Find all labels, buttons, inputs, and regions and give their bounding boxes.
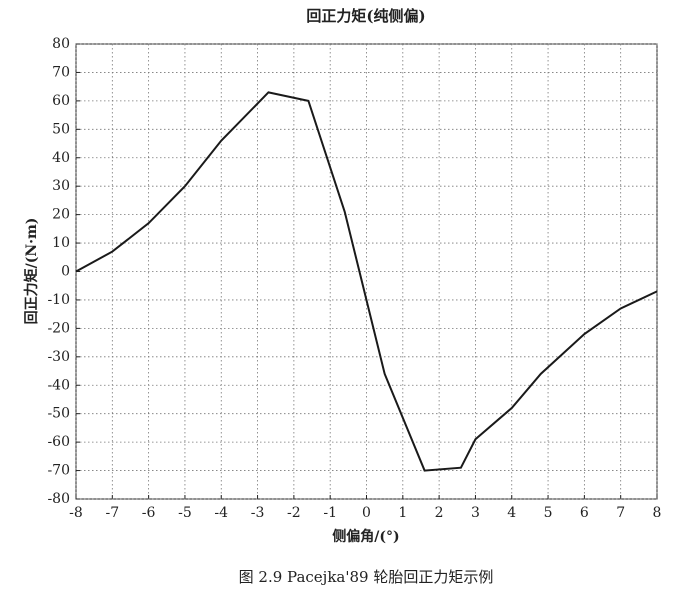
y-tick-label: 80 (52, 36, 70, 52)
y-tick-label: -40 (47, 377, 70, 393)
y-tick-label: 20 (52, 207, 70, 223)
y-tick-label: 50 (52, 121, 70, 137)
y-tick-label: 30 (52, 178, 70, 194)
y-tick-label: -80 (47, 491, 70, 507)
x-tick-label: 2 (435, 505, 444, 521)
y-tick-label: -60 (47, 434, 70, 450)
x-tick-label: 4 (507, 505, 516, 521)
y-tick-label: -10 (47, 292, 70, 308)
x-tick-label: 0 (362, 505, 371, 521)
x-tick-label: -8 (69, 505, 83, 521)
y-tick-label: 40 (52, 150, 70, 166)
x-tick-label: -4 (214, 505, 228, 521)
x-tick-label: -7 (105, 505, 119, 521)
x-tick-label: -1 (323, 505, 337, 521)
x-tick-label: 3 (471, 505, 480, 521)
chart-title: 回正力矩(纯侧偏) (306, 7, 425, 25)
x-tick-label: 5 (544, 505, 553, 521)
line-series (75, 91, 658, 472)
y-tick-label: 60 (52, 93, 70, 109)
y-tick-label: 70 (52, 64, 70, 80)
x-tick-label: 1 (398, 505, 407, 521)
x-tick-label: -2 (287, 505, 301, 521)
caption: 图 2.9 Pacejka'89 轮胎回正力矩示例 (239, 568, 494, 586)
x-axis-label: 侧偏角/(°) (332, 528, 399, 545)
y-tick-label: 10 (52, 235, 70, 251)
y-tick-label: 0 (61, 264, 70, 280)
x-tick-label: 7 (616, 505, 625, 521)
x-tick-label: -3 (251, 505, 265, 521)
x-tick-label: 8 (653, 505, 662, 521)
y-tick-label: -70 (47, 463, 70, 479)
y-tick-label: -50 (47, 406, 70, 422)
y-tick-label: -30 (47, 349, 70, 365)
x-tick-label: 6 (580, 505, 589, 521)
x-tick-label: -5 (178, 505, 192, 521)
y-tick-label: -20 (47, 320, 70, 336)
x-tick-label: -6 (142, 505, 156, 521)
y-axis-label: 回正力矩/(N·m) (23, 218, 40, 325)
